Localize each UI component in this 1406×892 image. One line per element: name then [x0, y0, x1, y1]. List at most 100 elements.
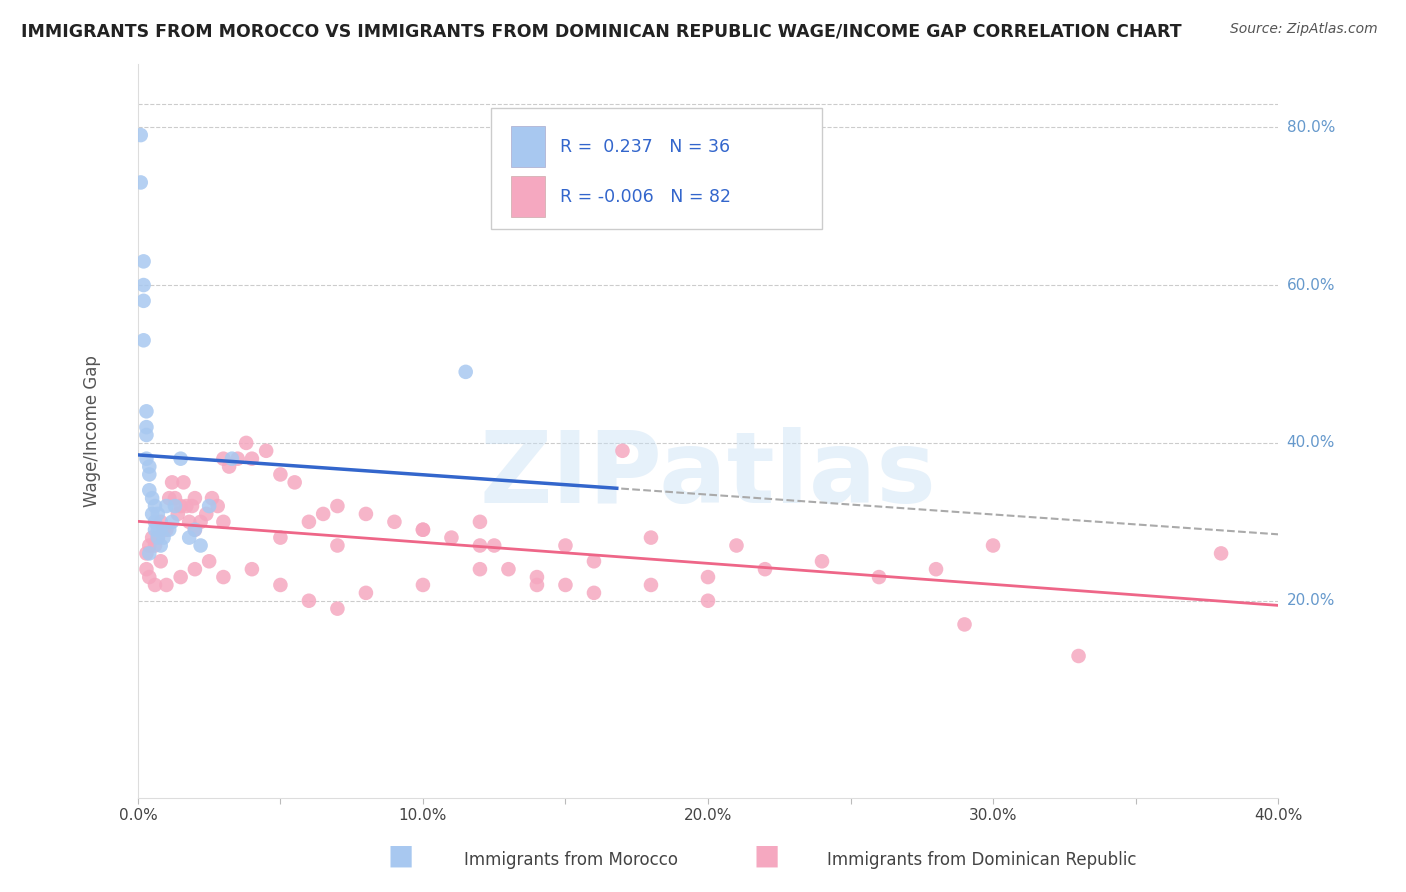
Point: [176, 499, 198, 513]
Point: [754, 562, 776, 576]
Point: [554, 539, 576, 553]
Point: [163, 491, 186, 505]
Point: [157, 491, 180, 505]
Point: [169, 451, 191, 466]
Point: [146, 531, 169, 545]
Point: [184, 562, 207, 576]
Point: [138, 459, 160, 474]
Text: Source: ZipAtlas.com: Source: ZipAtlas.com: [1230, 22, 1378, 37]
Point: [582, 586, 605, 600]
Point: [190, 515, 212, 529]
Point: [184, 491, 207, 505]
Point: [468, 562, 491, 576]
Point: [146, 531, 169, 545]
Point: [143, 499, 166, 513]
Point: [226, 451, 249, 466]
Point: [138, 483, 160, 498]
Point: [526, 578, 548, 592]
Point: [184, 523, 207, 537]
Point: [184, 523, 207, 537]
Point: [468, 539, 491, 553]
Text: R = -0.006   N = 82: R = -0.006 N = 82: [560, 187, 731, 205]
Point: [138, 467, 160, 482]
Point: [146, 507, 169, 521]
Point: [218, 459, 240, 474]
Point: [169, 499, 191, 513]
Point: [155, 523, 177, 537]
Point: [129, 128, 152, 142]
Point: [221, 451, 243, 466]
Point: [354, 586, 377, 600]
Point: [169, 570, 191, 584]
Point: [135, 451, 157, 466]
Point: [482, 539, 505, 553]
Text: ZIPatlas: ZIPatlas: [479, 426, 936, 524]
Point: [198, 499, 221, 513]
Point: [141, 507, 163, 521]
Point: [640, 578, 662, 592]
Point: [412, 523, 434, 537]
Point: [925, 562, 948, 576]
Point: [138, 570, 160, 584]
Point: [440, 531, 463, 545]
Point: [212, 570, 235, 584]
Point: [298, 515, 321, 529]
Point: [212, 515, 235, 529]
Point: [163, 499, 186, 513]
Point: [326, 601, 349, 615]
Point: [240, 451, 263, 466]
Point: [953, 617, 976, 632]
Point: [254, 443, 277, 458]
Point: [384, 515, 406, 529]
Point: [190, 539, 212, 553]
Point: [454, 365, 477, 379]
Point: [582, 554, 605, 568]
FancyBboxPatch shape: [491, 108, 823, 229]
Text: Wage/Income Gap: Wage/Income Gap: [83, 355, 101, 507]
Point: [155, 578, 177, 592]
Point: [129, 176, 152, 190]
Point: [298, 593, 321, 607]
Point: [143, 539, 166, 553]
Point: [166, 507, 188, 521]
Point: [179, 531, 201, 545]
Text: ■: ■: [388, 841, 413, 870]
Point: [981, 539, 1004, 553]
Point: [135, 546, 157, 560]
Point: [135, 404, 157, 418]
Point: [269, 531, 291, 545]
Point: [149, 523, 172, 537]
Point: [697, 570, 720, 584]
Point: [811, 554, 834, 568]
Point: [640, 531, 662, 545]
Point: [725, 539, 748, 553]
Point: [235, 436, 257, 450]
Point: [143, 523, 166, 537]
Point: [143, 515, 166, 529]
Text: 40.0%: 40.0%: [1286, 435, 1336, 450]
Point: [312, 507, 335, 521]
Bar: [510, 177, 546, 217]
Point: [155, 499, 177, 513]
Point: [198, 554, 221, 568]
Point: [141, 531, 163, 545]
Point: [157, 523, 180, 537]
Text: R =  0.237   N = 36: R = 0.237 N = 36: [560, 137, 730, 155]
Point: [354, 507, 377, 521]
Point: [132, 333, 155, 347]
Point: [412, 578, 434, 592]
Point: [868, 570, 890, 584]
Point: [179, 515, 201, 529]
Point: [284, 475, 307, 490]
Point: [141, 491, 163, 505]
Point: [149, 515, 172, 529]
Point: [152, 523, 174, 537]
Text: 80.0%: 80.0%: [1286, 120, 1336, 135]
Point: [240, 562, 263, 576]
Point: [132, 293, 155, 308]
Point: [146, 523, 169, 537]
Point: [152, 531, 174, 545]
Point: [554, 578, 576, 592]
Point: [269, 578, 291, 592]
Point: [326, 499, 349, 513]
